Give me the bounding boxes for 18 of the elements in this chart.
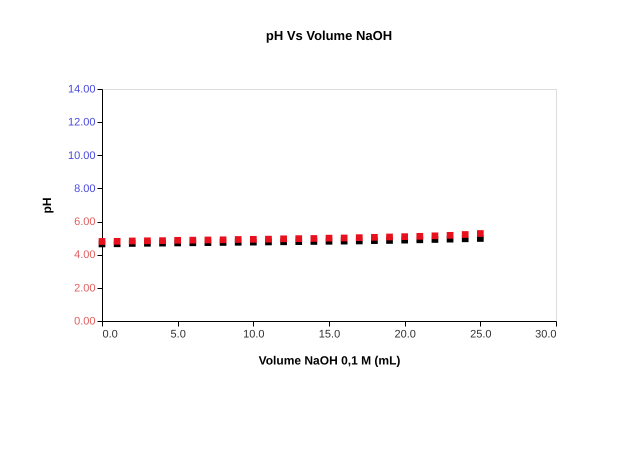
chart-title: pH Vs Volume NaOH bbox=[266, 28, 392, 43]
y-tick-label: 12.00 bbox=[68, 116, 96, 129]
x-tick-label: 10.0 bbox=[243, 328, 265, 340]
x-tick-label: 15.0 bbox=[318, 328, 340, 340]
y-tick-label: 14.00 bbox=[68, 84, 96, 96]
y-tick-label: 2.00 bbox=[74, 282, 96, 294]
x-tick-label: 0.0 bbox=[102, 328, 118, 340]
y-tick-label: 10.00 bbox=[68, 150, 96, 162]
x-tick-label: 30.0 bbox=[535, 328, 556, 340]
x-axis-title: Volume NaOH 0,1 M (mL) bbox=[258, 354, 400, 368]
y-tick-label: 4.00 bbox=[74, 249, 96, 262]
x-tick-label: 25.0 bbox=[470, 328, 492, 340]
y-tick-label: 0.00 bbox=[74, 316, 96, 328]
y-axis-title: pH bbox=[40, 198, 54, 214]
y-tick-label: 8.00 bbox=[74, 182, 96, 195]
x-tick-label: 5.0 bbox=[170, 328, 186, 340]
y-tick-label: 6.00 bbox=[74, 216, 96, 228]
x-tick-label: 20.0 bbox=[394, 328, 416, 340]
